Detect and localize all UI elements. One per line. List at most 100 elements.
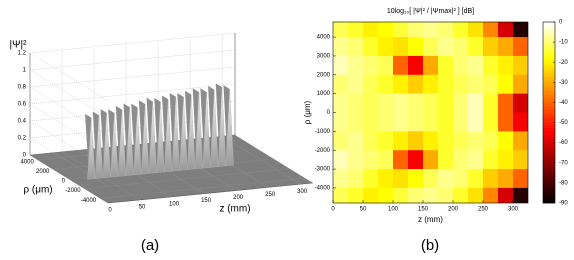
heatmap-cell [438, 112, 454, 132]
grid-line [29, 32, 236, 54]
heatmap-cell [408, 55, 424, 76]
colorbar-swatch [543, 139, 555, 143]
colorbar-tick-label: -40 [559, 100, 568, 106]
grid-line [29, 134, 236, 156]
peak-face [125, 107, 134, 176]
colorbar-swatch [543, 160, 555, 165]
y-tick-label: 0 [62, 179, 66, 185]
x-tick-label: 300 [508, 207, 519, 213]
heatmap-cell [393, 169, 409, 189]
colorbar-tick-label: -30 [559, 80, 568, 86]
heatmap-cell [378, 169, 394, 189]
peak [85, 114, 96, 180]
heatmap-cell [453, 131, 469, 151]
colorbar-swatch [543, 100, 555, 104]
heatmap-cell [453, 150, 469, 170]
panel-b: 0 50 100 150 200 250 300 4000 3000 2000 1000 0 -1000… [303, 8, 568, 254]
chart-title: 10log₁₀[ |Ψ|² / |Ψmax|² ] [dB] [387, 8, 474, 15]
heatmap-cell [393, 74, 409, 94]
heatmap-cell [513, 55, 528, 76]
peak [192, 88, 203, 170]
heatmap-cell [333, 22, 349, 38]
heatmap-cell [498, 187, 514, 203]
colorbar-swatch [543, 46, 555, 50]
heatmap-cell [468, 187, 484, 203]
heatmap-cell [483, 187, 499, 203]
heatmap-cell [333, 169, 349, 189]
colorbar-swatch [543, 187, 555, 192]
colorbar-swatch [543, 148, 555, 153]
colorbar-swatch [543, 37, 555, 41]
heatmap-cell [408, 93, 424, 113]
peak [131, 103, 142, 176]
colorbar-swatch [543, 112, 555, 116]
heatmap-cell [513, 93, 528, 113]
heatmap-cell [348, 187, 364, 203]
heatmap-cell [483, 169, 499, 189]
peak-face [141, 104, 150, 175]
heatmap-cell [453, 22, 469, 38]
heatmap-cell [513, 187, 528, 203]
y-tick-label: -4000 [81, 198, 97, 204]
peak-face [156, 101, 165, 173]
y-tick-label: -2000 [65, 188, 81, 194]
heatmap-cell [483, 37, 499, 57]
colorbar-swatch [543, 34, 555, 38]
heatmap-cell [468, 150, 484, 170]
x-tick-label: 50 [360, 207, 367, 213]
panel-a: 0 0.2 0.4 0.6 0.8 1 1.2 0 50 100 150 200 250 300 40002… [10, 32, 314, 254]
heatmap-cell [438, 150, 454, 170]
heatmap-cell [333, 37, 349, 57]
peak [169, 93, 180, 172]
heatmap-cell [393, 55, 409, 76]
colorbar-swatch [543, 154, 555, 159]
heatmap-cell [378, 55, 394, 76]
heatmap-cell [483, 93, 499, 113]
peak-face [95, 115, 104, 179]
x-tick-label: 0 [331, 207, 335, 213]
heatmap-cell [423, 150, 439, 170]
grid-line [29, 49, 236, 71]
heatmap-cell [498, 37, 514, 57]
heatmap-cell [408, 187, 424, 203]
heatmap-cell [513, 112, 528, 132]
heatmap-cell [363, 169, 379, 189]
colorbar-swatch [543, 64, 555, 68]
heatmap-cell [363, 131, 379, 151]
heatmap-cell [423, 55, 439, 76]
grid-line [29, 52, 109, 102]
colorbar-swatch [543, 115, 555, 119]
colorbar-swatch [543, 121, 555, 125]
heatmap-cell [423, 93, 439, 113]
colorbar-swatch [543, 67, 555, 71]
colorbar-swatch [543, 118, 555, 122]
colorbar-tick-label: -10 [559, 40, 568, 46]
colorbar-swatch [543, 43, 555, 47]
heatmap-cell [423, 22, 439, 38]
heatmap-cell [513, 37, 528, 57]
heatmap-cell [333, 74, 349, 94]
colorbar-swatch [543, 22, 555, 26]
grid-line [100, 178, 306, 199]
x-tick-label: 300 [297, 189, 308, 195]
colorbar-swatch [543, 151, 555, 156]
grid-line [29, 120, 109, 170]
heatmap-cell [363, 37, 379, 57]
heatmap-cell [498, 93, 514, 113]
z-axis-label: |Ψ|² [10, 40, 28, 51]
y-tick-label: 2000 [317, 72, 331, 78]
heatmap-cell [513, 74, 528, 94]
heatmap-cell [378, 74, 394, 94]
peak [177, 93, 188, 171]
heatmap-cell [468, 74, 484, 94]
heatmap-cell [498, 131, 514, 151]
heatmap-cell [423, 112, 439, 132]
colorbar-swatch [543, 127, 555, 131]
z-tick-label: 1.2 [18, 51, 27, 57]
colorbar-swatch [543, 196, 555, 201]
heatmap-cell [483, 150, 499, 170]
heatmap-cell [348, 55, 364, 76]
heatmap-cell [438, 169, 454, 189]
colorbar-swatch [543, 76, 555, 80]
grid-line [37, 139, 243, 160]
